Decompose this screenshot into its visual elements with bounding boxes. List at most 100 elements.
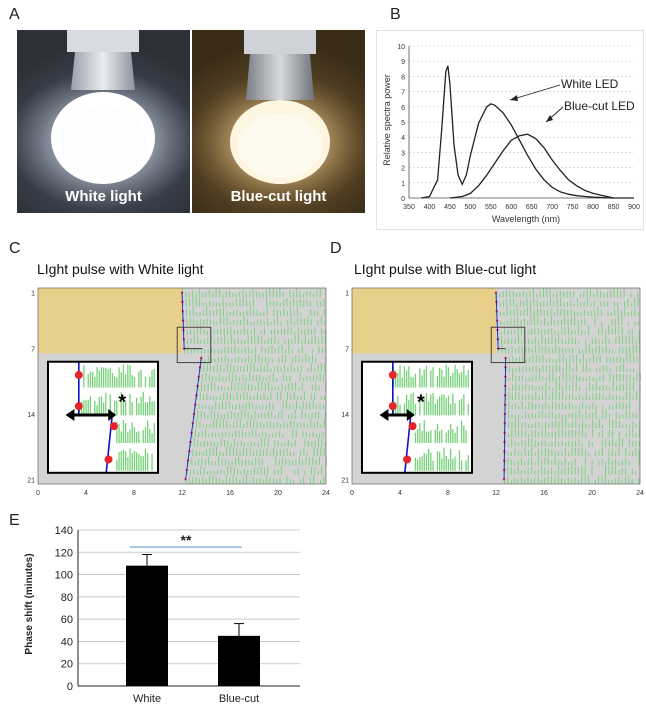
activity-bar (209, 300, 211, 307)
activity-bar (223, 471, 225, 475)
activity-bar (556, 291, 558, 298)
activity-bar (236, 309, 238, 316)
activity-bar (301, 330, 302, 335)
activity-bar (582, 420, 583, 428)
activity-bar (248, 347, 249, 354)
activity-bar (498, 348, 500, 354)
activity-bar (568, 394, 570, 400)
activity-bar (536, 300, 538, 307)
activity-bar (287, 319, 289, 326)
inset-activity-bar (436, 399, 439, 416)
inset-activity-bar (456, 426, 458, 444)
activity-bar (322, 431, 324, 438)
inset-activity-bar (138, 403, 140, 416)
activity-bar (545, 413, 547, 419)
activity-bar (584, 474, 586, 484)
activity-bar (319, 432, 321, 438)
activity-bar (316, 288, 318, 298)
activity-bar (229, 446, 231, 456)
activity-bar (266, 420, 268, 428)
activity-bar (595, 423, 597, 428)
activity-bar (524, 440, 526, 447)
activity-bar (516, 293, 518, 298)
spectra-y-tick-label: 7 (401, 90, 405, 97)
activity-bar (554, 437, 556, 447)
activity-bar (266, 396, 268, 400)
activity-bar (212, 376, 214, 382)
activity-bar (541, 424, 543, 428)
activity-bar (598, 450, 600, 456)
activity-bar (639, 423, 641, 428)
activity-bar (548, 432, 550, 438)
activity-bar (250, 469, 252, 475)
activity-bar (504, 348, 506, 354)
activity-bar (241, 410, 242, 419)
activity-bar (237, 330, 239, 335)
spectra-x-tick-label: 750 (567, 204, 579, 211)
activity-bar (296, 400, 297, 410)
activity-bar (280, 424, 282, 428)
activity-bar (249, 447, 251, 456)
activity-bar (273, 307, 275, 316)
activity-bar (278, 386, 280, 391)
activity-bar (589, 367, 591, 372)
activity-bar (270, 321, 272, 326)
activity-bar (260, 422, 261, 428)
activity-bar (292, 405, 294, 410)
activity-bar (258, 381, 259, 391)
activity-bar (555, 381, 557, 391)
activity-bar (192, 297, 194, 307)
inset-activity-bar (105, 367, 107, 388)
inset-activity-bar (419, 400, 421, 416)
activity-bar (571, 430, 573, 438)
activity-bar (632, 450, 633, 456)
activity-bar (615, 337, 617, 344)
inset-activity-bar (397, 372, 399, 388)
activity-bar (245, 432, 247, 438)
activity-bar (594, 316, 596, 326)
activity-bar (503, 311, 505, 316)
activity-bar (557, 465, 559, 475)
activity-bar (261, 346, 263, 354)
activity-bar (628, 475, 630, 484)
activity-bar (527, 320, 529, 326)
activity-bar (618, 476, 620, 484)
activity-bar (236, 419, 238, 428)
activity-bar (567, 318, 569, 326)
activity-bar (257, 442, 259, 447)
spectra-x-tick-label: 900 (628, 204, 640, 211)
activity-bar (211, 460, 213, 466)
activity-bar (602, 430, 603, 438)
activity-bar (516, 307, 518, 316)
activity-bar (605, 409, 607, 419)
activity-bar (194, 461, 196, 466)
activity-bar (320, 479, 321, 484)
activity-bar (300, 365, 302, 372)
activity-bar (562, 402, 564, 410)
activity-bar (558, 392, 560, 400)
activity-bar (545, 421, 546, 428)
activity-bar (202, 302, 204, 307)
activity-bar (237, 347, 239, 354)
activity-bar (517, 450, 519, 456)
activity-bar (220, 469, 222, 475)
inset-activity-bar (151, 433, 153, 444)
activity-bar (230, 411, 232, 419)
activity-bar (295, 355, 297, 363)
activity-bar (221, 356, 223, 363)
activity-bar (234, 383, 236, 391)
inset-activity-bar (452, 458, 454, 471)
activity-bar (629, 374, 631, 382)
activity-bar (226, 447, 228, 456)
activity-bar (269, 452, 271, 456)
activity-bar (615, 403, 617, 410)
activity-bar (230, 321, 232, 326)
spectra-y-tick-label: 4 (401, 135, 405, 142)
activity-bar (517, 326, 519, 335)
inset-activity-bar (439, 367, 441, 388)
activity-bar (195, 292, 197, 298)
activity-bar (608, 338, 610, 344)
activity-bar (278, 345, 280, 354)
activity-bar (310, 301, 311, 307)
inset-activity-bar (452, 393, 454, 416)
